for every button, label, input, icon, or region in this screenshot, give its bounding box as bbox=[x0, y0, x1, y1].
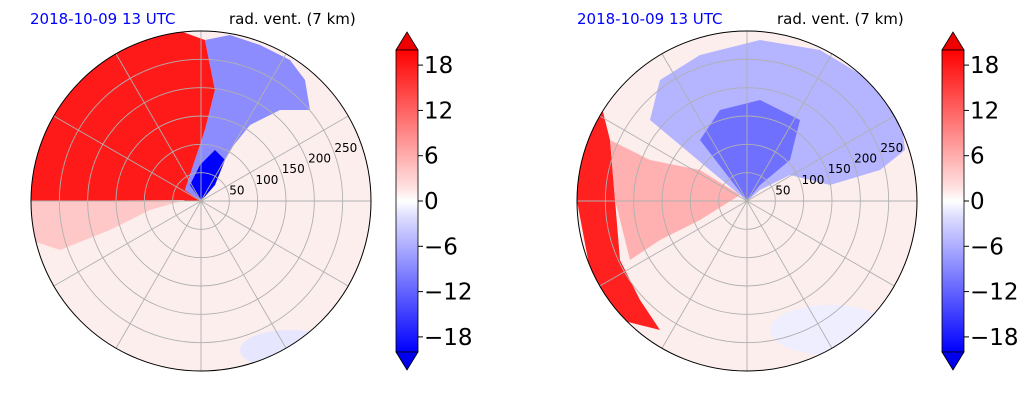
panel-right-outline bbox=[576, 30, 918, 372]
panel-left-colorbar-body bbox=[395, 49, 419, 353]
panel-right-colorbar-extend-bottom bbox=[941, 351, 965, 371]
panel-right-radial-label-50: 50 bbox=[775, 183, 790, 197]
panel-left-spoke-330 bbox=[200, 200, 349, 287]
panel-left-light-red-band bbox=[31, 200, 185, 250]
panel-right-colorbar-label--18: −18 bbox=[970, 325, 1019, 351]
panel-left-colorbar-label-12: 12 bbox=[424, 98, 453, 124]
panel-right-blue-core bbox=[700, 100, 800, 201]
panel-right-title-var: rad. vent. (7 km) bbox=[777, 10, 904, 28]
panel-right-spoke-120 bbox=[661, 53, 748, 202]
panel-left-title-var: rad. vent. (7 km) bbox=[229, 10, 356, 28]
panel-left-colorbar-label--12: −12 bbox=[424, 280, 473, 306]
panel-left-grid bbox=[31, 31, 371, 371]
panel-right-red-west bbox=[577, 100, 660, 330]
panel-right-light-blue-south bbox=[770, 305, 890, 355]
panel-right-radial-label-100: 100 bbox=[802, 173, 825, 187]
panel-right-colorbar-label-0: 0 bbox=[970, 189, 985, 215]
panel-right: 2018-10-09 13 UTC rad. vent. (7 km) 50 10… bbox=[576, 10, 1019, 372]
panel-left-radial-label-250: 250 bbox=[334, 141, 357, 155]
panel-right-spoke-60 bbox=[746, 53, 833, 202]
panel-right-spoke-30 bbox=[746, 115, 895, 202]
panel-left-colorbar-extend-bottom bbox=[395, 351, 419, 371]
panel-left-spoke-210 bbox=[53, 200, 202, 287]
panel-left-spoke-60 bbox=[200, 53, 287, 202]
panel-left-colorbar-extend-top bbox=[395, 31, 419, 51]
panel-right-grid bbox=[577, 31, 917, 371]
panel-right-spoke-330 bbox=[746, 200, 895, 287]
panel-left-colorbar: 18 12 6 0 −6 −12 −18 bbox=[395, 31, 473, 371]
panel-left-spoke-240 bbox=[115, 200, 202, 349]
panel-left-colorbar-label--18: −18 bbox=[424, 325, 473, 351]
panel-right-colorbar-label-6: 6 bbox=[970, 144, 985, 170]
panel-right-spoke-150 bbox=[599, 115, 748, 202]
panel-right-radial-label-150: 150 bbox=[828, 162, 851, 176]
panel-left-colorbar-label-0: 0 bbox=[424, 189, 439, 215]
panel-left-outline bbox=[30, 30, 372, 372]
panel-right-colorbar-label-12: 12 bbox=[970, 98, 999, 124]
panel-right-spoke-240 bbox=[661, 200, 748, 349]
panel-right-colorbar-label--12: −12 bbox=[970, 280, 1019, 306]
panel-right-colorbar-body bbox=[941, 49, 965, 353]
panel-right-colorbar-label-18: 18 bbox=[970, 53, 999, 79]
panel-right-colorbar-label--6: −6 bbox=[970, 234, 1004, 260]
panel-left-light-blue-south bbox=[240, 330, 340, 370]
panel-left-spoke-30 bbox=[200, 115, 349, 202]
panel-right-spoke-300 bbox=[746, 200, 833, 349]
panel-right-colorbar-extend-top bbox=[941, 31, 965, 51]
panel-left-colorbar-label-18: 18 bbox=[424, 53, 453, 79]
panel-left-colorbar-label--6: −6 bbox=[424, 234, 458, 260]
panel-left-radial-label-150: 150 bbox=[282, 162, 305, 176]
panel-left-radial-label-100: 100 bbox=[256, 173, 279, 187]
panel-right-pink-band bbox=[610, 140, 740, 260]
panel-left-title-date: 2018-10-09 13 UTC bbox=[30, 10, 176, 28]
panel-right-title-date: 2018-10-09 13 UTC bbox=[577, 10, 723, 28]
panel-left-spoke-150 bbox=[53, 115, 202, 202]
panel-left-radial-label-50: 50 bbox=[229, 183, 244, 197]
panel-left-red-region bbox=[31, 31, 215, 201]
panel-left-spoke-120 bbox=[115, 53, 202, 202]
panel-left-radial-label-200: 200 bbox=[308, 152, 331, 166]
panel-right-spoke-210 bbox=[599, 200, 748, 287]
panel-left-colorbar-label-6: 6 bbox=[424, 144, 439, 170]
panel-left: 2018-10-09 13 UTC rad. vent. (7 km) 50 10… bbox=[30, 10, 473, 372]
panel-right-colorbar: 18 12 6 0 −6 −12 −18 bbox=[941, 31, 1019, 371]
panel-left-spoke-300 bbox=[200, 200, 287, 349]
panel-right-radial-label-250: 250 bbox=[880, 141, 903, 155]
panel-right-radial-label-200: 200 bbox=[854, 152, 877, 166]
panel-left-blue-core bbox=[190, 150, 225, 201]
